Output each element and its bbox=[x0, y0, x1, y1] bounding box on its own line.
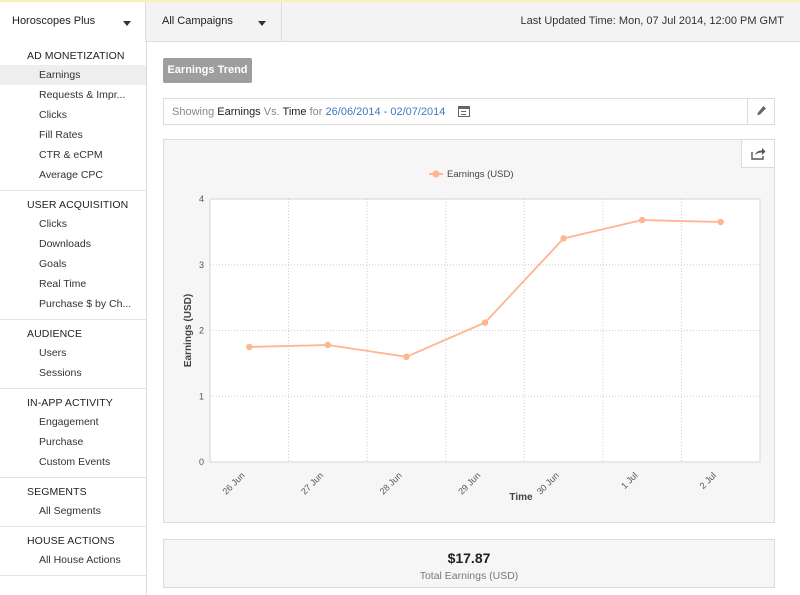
sidebar-item[interactable]: Custom Events bbox=[39, 456, 111, 468]
x-tick-label: 26 Jun bbox=[221, 470, 247, 496]
total-earnings-panel: $17.87 Total Earnings (USD) bbox=[163, 539, 775, 588]
campaign-selector[interactable]: All Campaigns bbox=[146, 2, 282, 42]
sidebar-item[interactable]: Clicks bbox=[39, 218, 67, 230]
data-point bbox=[403, 353, 410, 360]
x-tick-label: 30 Jun bbox=[535, 470, 561, 496]
sidebar-item[interactable]: Downloads bbox=[39, 238, 91, 250]
x-axis-title: Time bbox=[509, 492, 533, 503]
y-tick-label: 2 bbox=[199, 326, 204, 336]
pencil-icon bbox=[757, 106, 766, 116]
plot-area bbox=[209, 198, 761, 463]
caret-down-icon bbox=[258, 21, 266, 26]
data-point bbox=[638, 216, 646, 224]
legend-marker bbox=[432, 170, 440, 178]
y-tick-label: 1 bbox=[199, 391, 204, 401]
chart-panel: 0 1 2 3 4 26 Jun 27 Jun 28 Jun 29 Jun 30 Jun 1 Jul… bbox=[163, 139, 775, 523]
sidebar-item[interactable]: Purchase bbox=[39, 436, 84, 448]
data-point bbox=[481, 319, 489, 326]
sidebar-section-title: IN-APP ACTIVITY bbox=[27, 397, 113, 409]
filter-bar: Showing Earnings Vs. Time for 26/06/2014… bbox=[163, 98, 775, 125]
filter-summary: Showing Earnings Vs. Time for 26/06/2014… bbox=[172, 106, 471, 118]
sidebar-section-title: SEGMENTS bbox=[27, 486, 87, 498]
filter-showing: Showing bbox=[172, 106, 215, 118]
share-export-icon bbox=[751, 148, 766, 160]
sidebar-item[interactable]: Real Time bbox=[39, 278, 87, 290]
sidebar-section: IN-APP ACTIVITY Engagement Purchase Custom … bbox=[0, 389, 146, 478]
edit-filter-button[interactable] bbox=[747, 99, 774, 124]
data-point bbox=[324, 341, 332, 349]
x-tick-label: 28 Jun bbox=[378, 470, 404, 496]
sidebar-section: USER ACQUISITION Clicks Downloads Goals Real… bbox=[0, 191, 146, 320]
sidebar-section: SEGMENTS All Segments bbox=[0, 478, 146, 527]
sidebar: AD MONETIZATION Earnings Requests & Impr..… bbox=[0, 42, 147, 595]
total-earnings-label: Total Earnings (USD) bbox=[419, 570, 519, 582]
filter-dimension[interactable]: Time bbox=[282, 106, 307, 118]
sidebar-item[interactable]: Fill Rates bbox=[39, 129, 83, 141]
filter-metric[interactable]: Earnings bbox=[217, 106, 261, 118]
sidebar-item[interactable]: Requests & Impr... bbox=[39, 89, 126, 101]
app-selector-label: Horoscopes Plus bbox=[12, 15, 96, 27]
export-chart-button[interactable] bbox=[741, 140, 774, 168]
sidebar-item[interactable]: Earnings bbox=[0, 65, 146, 85]
y-tick-label: 4 bbox=[199, 194, 204, 204]
data-point bbox=[560, 235, 567, 242]
sidebar-item[interactable]: Users bbox=[39, 347, 67, 359]
x-tick-label: 2 Jul bbox=[698, 470, 719, 491]
date-range-link[interactable]: 26/06/2014 - 02/07/2014 bbox=[325, 106, 446, 118]
sidebar-item[interactable]: Engagement bbox=[39, 416, 99, 428]
caret-down-icon bbox=[123, 21, 131, 26]
data-point bbox=[717, 218, 724, 226]
sidebar-item[interactable]: All Segments bbox=[39, 505, 101, 517]
sidebar-item[interactable]: Purchase $ by Ch... bbox=[39, 298, 132, 310]
y-tick-label: 3 bbox=[199, 260, 204, 270]
sidebar-section: AD MONETIZATION Earnings Requests & Impr..… bbox=[0, 42, 146, 191]
sidebar-section-title: AD MONETIZATION bbox=[27, 50, 125, 62]
legend-label: Earnings (USD) bbox=[447, 169, 514, 180]
sidebar-item[interactable]: Sessions bbox=[39, 367, 82, 379]
calendar-icon[interactable] bbox=[458, 106, 471, 117]
y-axis-title: Earnings (USD) bbox=[183, 294, 194, 367]
sidebar-item[interactable]: All House Actions bbox=[39, 554, 121, 566]
sidebar-item[interactable]: CTR & eCPM bbox=[39, 149, 103, 161]
x-tick-label: 29 Jun bbox=[456, 470, 482, 496]
earnings-line-chart: 0 1 2 3 4 26 Jun 27 Jun 28 Jun 29 Jun 30 Jun 1 Jul… bbox=[183, 169, 761, 503]
sidebar-item[interactable]: Average CPC bbox=[39, 169, 104, 181]
sidebar-section: AUDIENCE Users Sessions bbox=[0, 320, 146, 389]
sidebar-item[interactable]: Goals bbox=[39, 258, 67, 270]
total-earnings-value: $17.87 bbox=[447, 550, 491, 566]
top-bar: Horoscopes Plus All Campaigns Last Updat… bbox=[0, 0, 800, 42]
x-tick-label: 27 Jun bbox=[299, 470, 325, 496]
sidebar-section-title: AUDIENCE bbox=[27, 328, 83, 340]
last-updated-time: Last Updated Time: Mon, 07 Jul 2014, 12:… bbox=[520, 15, 784, 27]
campaign-selector-label: All Campaigns bbox=[162, 15, 233, 27]
sidebar-section-title: HOUSE ACTIONS bbox=[27, 535, 115, 547]
sidebar-section: HOUSE ACTIONS All House Actions bbox=[0, 527, 146, 576]
y-tick-label: 0 bbox=[199, 457, 204, 467]
sidebar-section-title: USER ACQUISITION bbox=[27, 199, 129, 211]
earnings-trend-button[interactable]: Earnings Trend bbox=[163, 58, 252, 83]
app-selector[interactable]: Horoscopes Plus bbox=[0, 2, 146, 42]
x-tick-label: 1 Jul bbox=[619, 470, 640, 491]
sidebar-item[interactable]: Clicks bbox=[39, 109, 67, 121]
filter-for: for bbox=[309, 106, 323, 118]
filter-vs: Vs. bbox=[263, 106, 280, 118]
data-point bbox=[246, 343, 253, 351]
